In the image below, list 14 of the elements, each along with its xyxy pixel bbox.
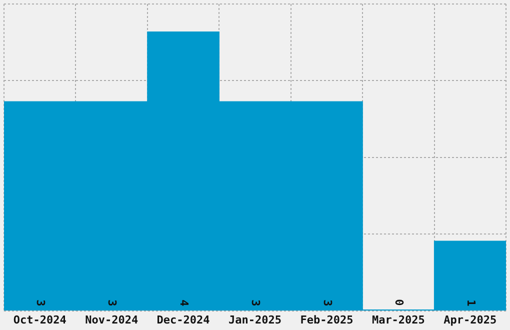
data-label: 1 [464, 300, 478, 307]
x-tick-label: Apr-2025 [444, 313, 497, 326]
data-label: 3 [320, 300, 334, 306]
data-label: 3 [34, 300, 47, 306]
x-tick-label: Jan-2025 [228, 313, 282, 326]
x-tick-label: Feb-2025 [300, 313, 354, 326]
data-label: 3 [249, 300, 262, 306]
data-label: 0 [392, 299, 406, 306]
x-tick-label: Mar-2025 [372, 313, 425, 326]
data-label: 4 [177, 300, 190, 307]
x-tick-label: Dec-2024 [156, 313, 210, 326]
x-tick-label: Oct-2024 [13, 313, 67, 326]
data-label: 3 [106, 300, 119, 306]
x-tick-label: Nov-2024 [85, 313, 138, 326]
